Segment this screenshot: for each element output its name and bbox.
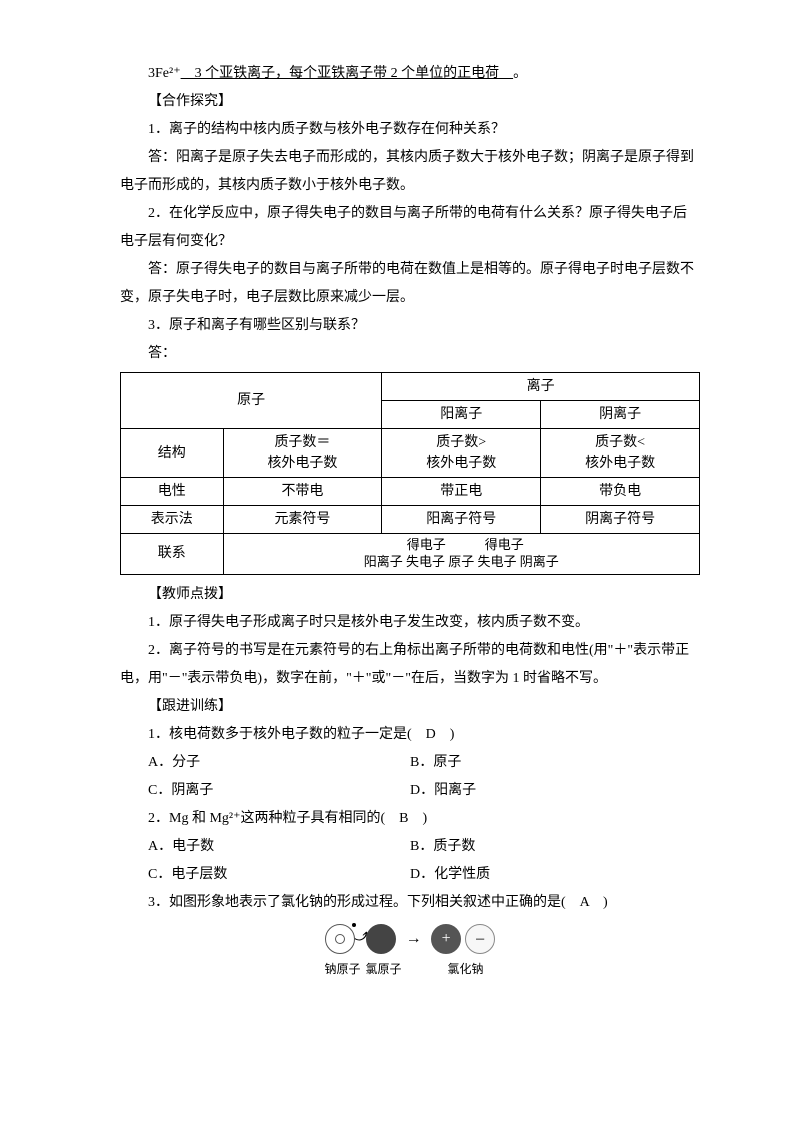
intro-underline: 3 个亚铁离子，每个亚铁离子带 2 个单位的正电荷: [181, 66, 514, 81]
r3-anion: 阴离子符号: [541, 506, 700, 534]
r3-label: 表示法: [121, 506, 224, 534]
nacl-diagram: ⤻ → +– 钠原子 氯原子 氯化钠: [120, 923, 700, 981]
q1: 1．离子的结构中核内质子数与核外电子数存在何种关系？: [120, 116, 700, 144]
a2: 答：原子得失电子的数目与离子所带的电荷在数值上是相等的。原子得电子时电子层数不变…: [120, 256, 700, 312]
t1b: B．原子: [410, 749, 700, 777]
label-nacl: 氯化钠: [435, 957, 497, 981]
t2d: D．化学性质: [410, 861, 700, 889]
cl-atom-icon: [366, 924, 396, 954]
t2-row1: A．电子数 B．质子数: [120, 833, 700, 861]
intro-formula: 3Fe²⁺: [148, 66, 181, 81]
t1d: D．阳离子: [410, 777, 700, 805]
t1a: A．分子: [120, 749, 410, 777]
r1-label: 结构: [121, 429, 224, 478]
t2: 2．Mg 和 Mg²⁺这两种粒子具有相同的( B ): [120, 805, 700, 833]
r1-cation: 质子数>核外电子数: [382, 429, 541, 478]
intro-end: 。: [513, 66, 527, 81]
th-ion: 离子: [382, 373, 700, 401]
section-explore: 【合作探究】: [120, 88, 700, 116]
t1-row2: C．阴离子 D．阳离子: [120, 777, 700, 805]
r2-anion: 带负电: [541, 478, 700, 506]
th-atom: 原子: [121, 373, 382, 429]
na-atom-icon: [325, 924, 355, 954]
r1-atom: 质子数＝核外电子数: [223, 429, 382, 478]
a3-label: 答：: [120, 340, 700, 368]
r3-cation: 阳离子符号: [382, 506, 541, 534]
t2-row2: C．电子层数 D．化学性质: [120, 861, 700, 889]
arrow-icon: →: [406, 923, 422, 955]
label-cl: 氯原子: [365, 957, 403, 981]
label-na: 钠原子: [324, 957, 362, 981]
t1c: C．阴离子: [120, 777, 410, 805]
section-tip: 【教师点拨】: [120, 581, 700, 609]
t2a: A．电子数: [120, 833, 410, 861]
diagram-row: ⤻ → +–: [120, 923, 700, 955]
na-ion-icon: +: [431, 924, 461, 954]
th-anion: 阴离子: [541, 401, 700, 429]
intro-line: 3Fe²⁺ 3 个亚铁离子，每个亚铁离子带 2 个单位的正电荷 。: [120, 60, 700, 88]
t2b: B．质子数: [410, 833, 700, 861]
a1: 答：阳离子是原子失去电子而形成的，其核内质子数大于核外电子数；阴离子是原子得到电…: [120, 144, 700, 200]
q3: 3．原子和离子有哪些区别与联系？: [120, 312, 700, 340]
r2-label: 电性: [121, 478, 224, 506]
section-train: 【跟进训练】: [120, 693, 700, 721]
comparison-table: 原子 离子 阳离子 阴离子 结构 质子数＝核外电子数 质子数>核外电子数 质子数…: [120, 372, 700, 575]
t1-row1: A．分子 B．原子: [120, 749, 700, 777]
tip1: 1．原子得失电子形成离子时只是核外电子发生改变，核内质子数不变。: [120, 609, 700, 637]
r1-anion: 质子数<核外电子数: [541, 429, 700, 478]
r4-label: 联系: [121, 534, 224, 575]
r4-content: 得电子 得电子 阳离子 失电子 原子 失电子 阴离子: [223, 534, 699, 575]
diagram-labels: 钠原子 氯原子 氯化钠: [120, 957, 700, 981]
cl-ion-icon: –: [465, 924, 495, 954]
r3-atom: 元素符号: [223, 506, 382, 534]
t1: 1．核电荷数多于核外电子数的粒子一定是( D ): [120, 721, 700, 749]
th-cation: 阳离子: [382, 401, 541, 429]
r2-atom: 不带电: [223, 478, 382, 506]
t2c: C．电子层数: [120, 861, 410, 889]
tip2: 2．离子符号的书写是在元素符号的右上角标出离子所带的电荷数和电性(用"＋"表示带…: [120, 637, 700, 693]
r2-cation: 带正电: [382, 478, 541, 506]
t3: 3．如图形象地表示了氯化钠的形成过程。下列相关叙述中正确的是( A ): [120, 889, 700, 917]
q2: 2．在化学反应中，原子得失电子的数目与离子所带的电荷有什么关系？原子得失电子后电…: [120, 200, 700, 256]
